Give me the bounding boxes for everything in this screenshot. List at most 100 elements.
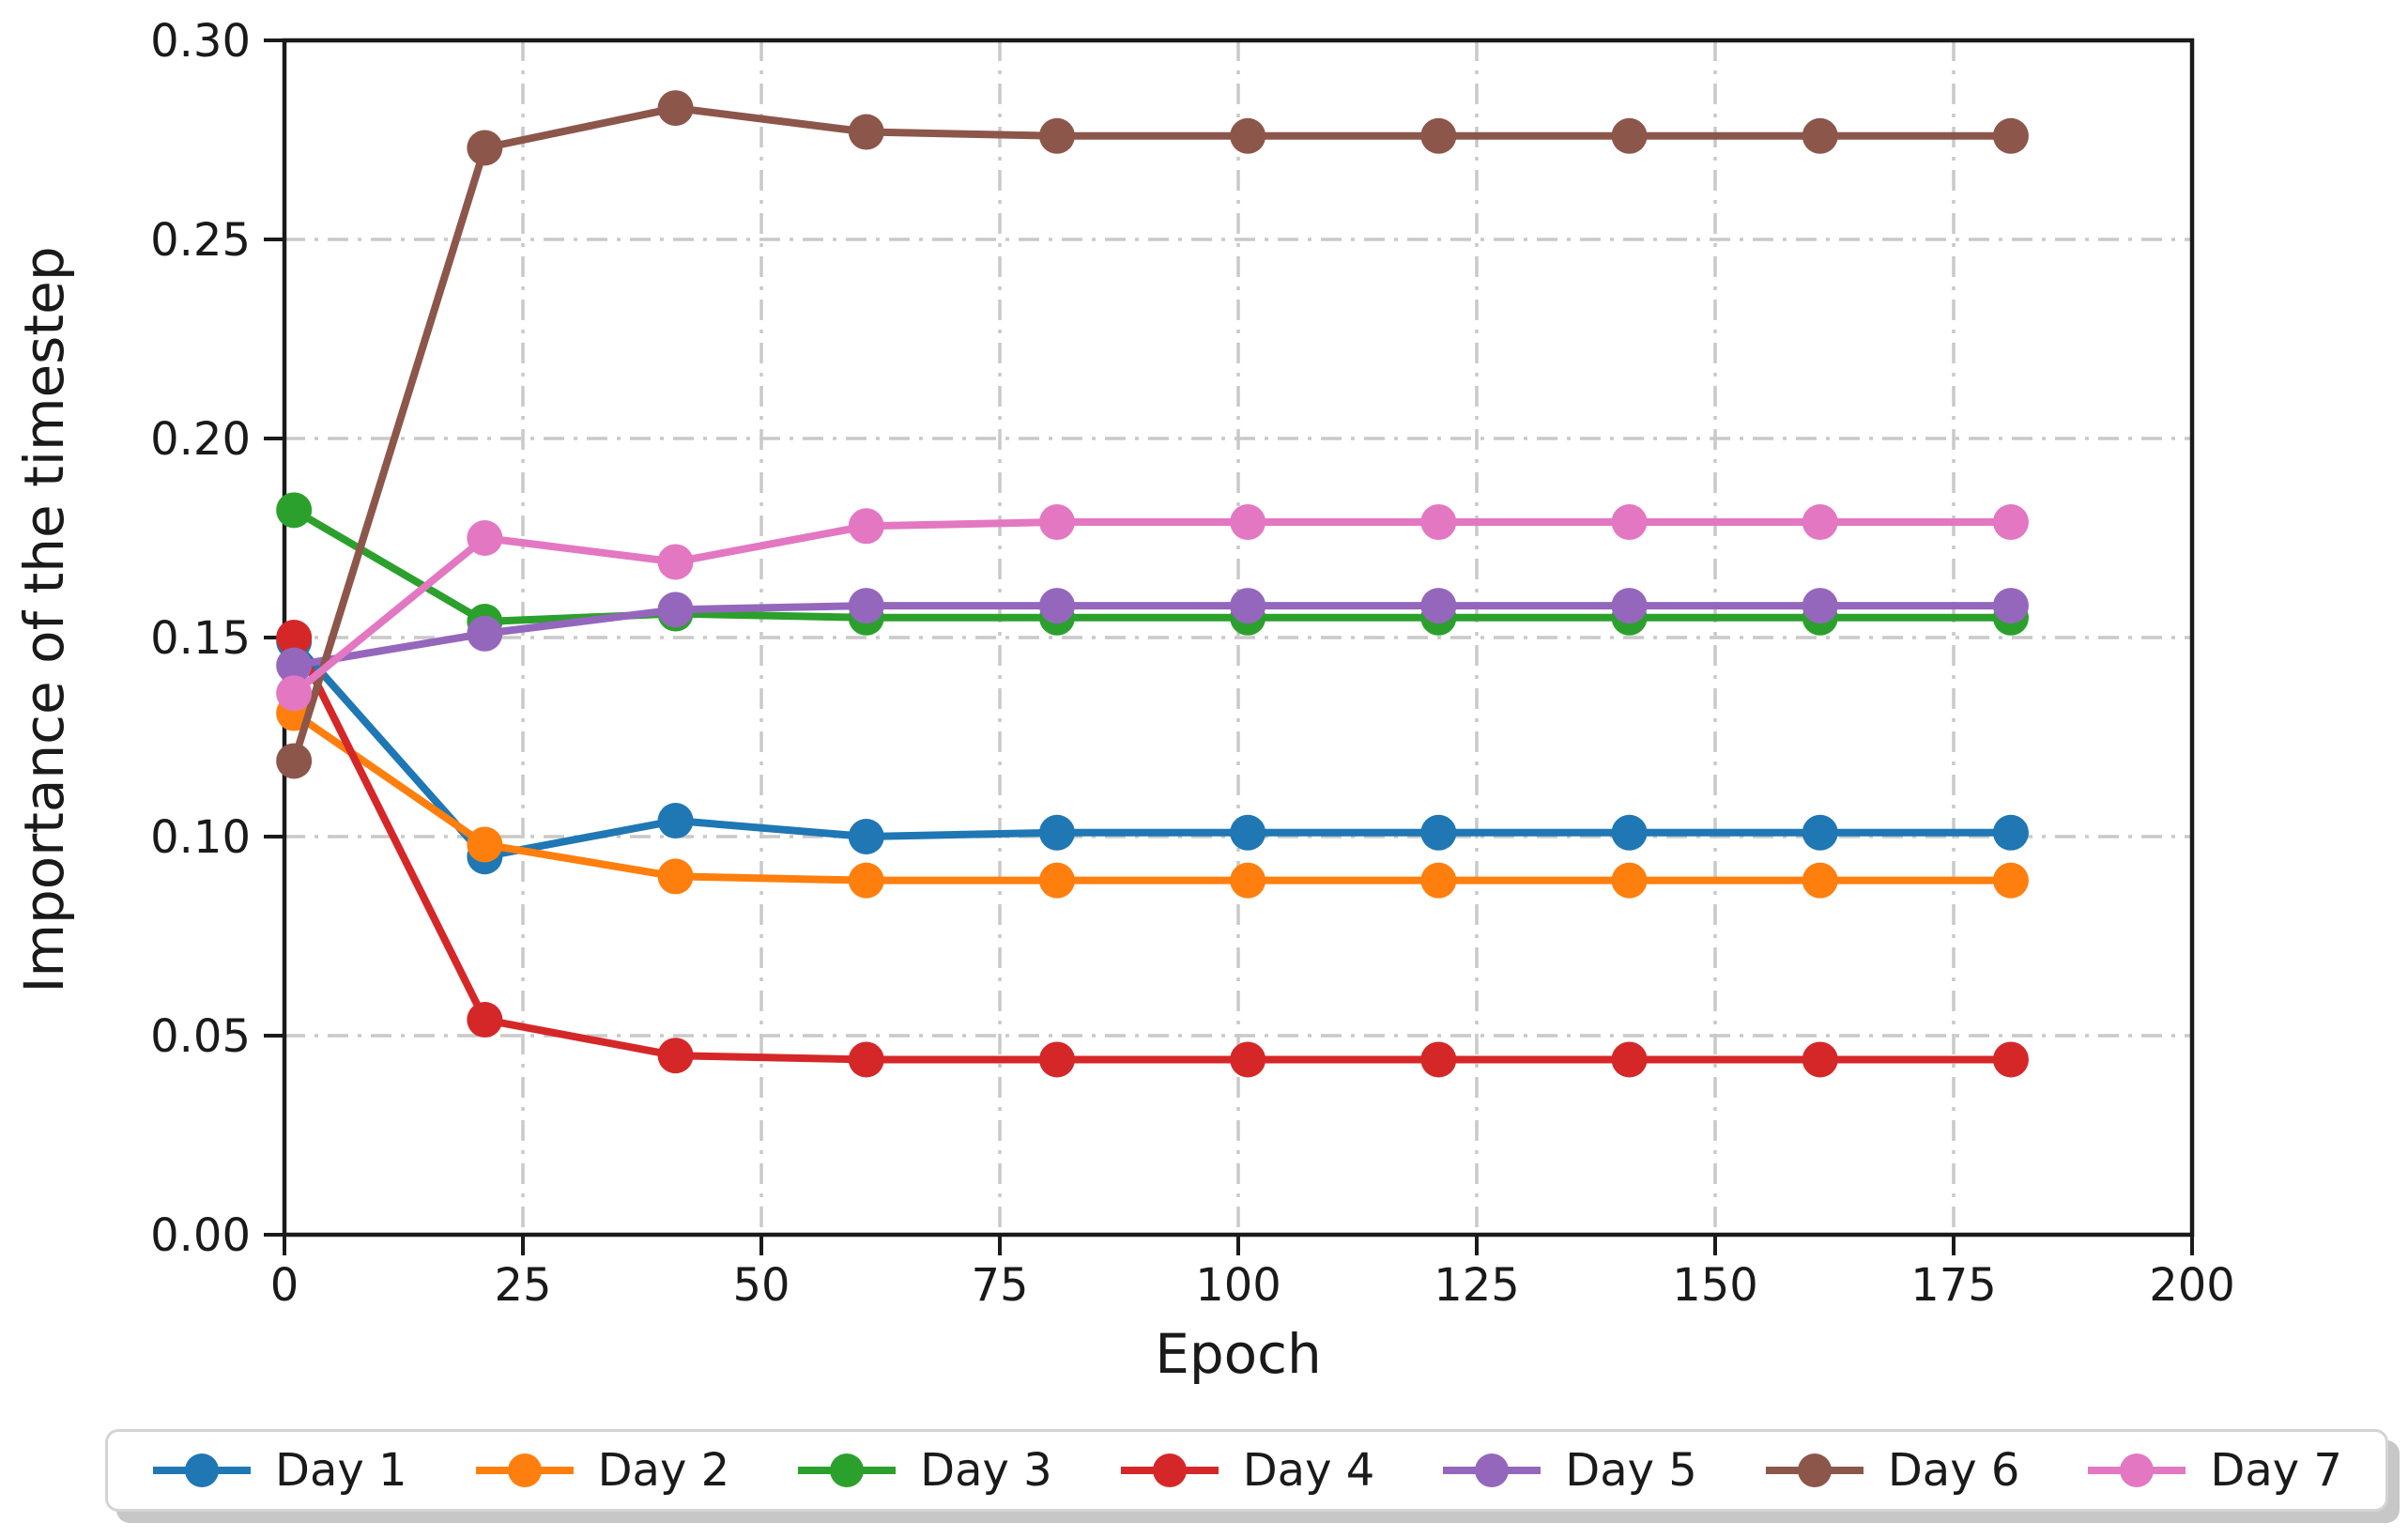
x-tick-label: 125 bbox=[1434, 1259, 1520, 1312]
series-marker-day-7 bbox=[1230, 504, 1266, 541]
legend-label: Day 7 bbox=[2210, 1444, 2342, 1497]
x-tick-label: 100 bbox=[1195, 1259, 1281, 1312]
series-marker-day-7 bbox=[467, 520, 503, 556]
series-marker-day-5 bbox=[1420, 588, 1457, 624]
series-marker-day-3 bbox=[276, 492, 313, 529]
series-marker-day-7 bbox=[276, 675, 313, 712]
series-marker-day-4 bbox=[276, 620, 313, 655]
x-tick-label: 50 bbox=[732, 1259, 790, 1312]
series-marker-day-5 bbox=[657, 592, 694, 628]
series-marker-day-7 bbox=[657, 544, 694, 580]
y-tick-label: 0.20 bbox=[150, 413, 251, 466]
series-marker-day-4 bbox=[467, 1002, 503, 1038]
series-marker-day-7 bbox=[1611, 504, 1648, 541]
series-marker-day-5 bbox=[1611, 588, 1648, 624]
y-tick-label: 0.00 bbox=[150, 1209, 251, 1262]
series-marker-day-7 bbox=[1038, 504, 1075, 541]
series-marker-day-1 bbox=[1230, 814, 1266, 851]
y-tick-label: 0.15 bbox=[150, 612, 251, 665]
legend-marker-icon bbox=[2088, 1453, 2186, 1487]
series-marker-day-2 bbox=[1992, 862, 2029, 899]
series-marker-day-2 bbox=[1038, 862, 1075, 899]
series-marker-day-6 bbox=[1230, 117, 1266, 154]
series-marker-day-1 bbox=[1420, 814, 1457, 851]
series-marker-day-2 bbox=[1230, 862, 1266, 899]
legend-item-day-6: Day 6 bbox=[1764, 1444, 2019, 1497]
legend-marker-icon bbox=[1765, 1453, 1864, 1487]
series-line-day-1 bbox=[291, 638, 2011, 861]
series-marker-day-5 bbox=[1230, 588, 1266, 624]
series-marker-day-4 bbox=[848, 1041, 884, 1078]
series-marker-day-2 bbox=[848, 862, 884, 899]
series-marker-day-6 bbox=[1038, 117, 1075, 154]
x-tick-label: 25 bbox=[494, 1259, 551, 1312]
series-marker-day-1 bbox=[1611, 814, 1648, 851]
series-marker-day-6 bbox=[276, 743, 313, 779]
series-marker-day-1 bbox=[1038, 814, 1075, 851]
series-marker-day-7 bbox=[1420, 504, 1457, 541]
series-marker-day-2 bbox=[1420, 862, 1457, 899]
series-marker-day-5 bbox=[1038, 588, 1075, 624]
legend-marker-icon bbox=[798, 1453, 897, 1487]
series-marker-day-6 bbox=[1611, 117, 1648, 154]
series-marker-day-4 bbox=[1230, 1041, 1266, 1078]
series-marker-day-5 bbox=[467, 615, 503, 652]
series-marker-day-4 bbox=[1420, 1041, 1457, 1078]
series-marker-day-7 bbox=[848, 508, 884, 545]
series-marker-day-6 bbox=[1802, 117, 1838, 154]
series-marker-day-6 bbox=[848, 114, 884, 150]
legend-label: Day 1 bbox=[275, 1444, 407, 1497]
y-tick-label: 0.10 bbox=[150, 811, 251, 864]
legend-marker-icon bbox=[153, 1453, 251, 1487]
series-line-day-3 bbox=[292, 506, 2011, 626]
series-marker-day-6 bbox=[1420, 117, 1457, 154]
series-marker-day-2 bbox=[1611, 862, 1648, 899]
series-marker-day-5 bbox=[1802, 588, 1838, 624]
legend-marker-icon bbox=[475, 1453, 574, 1487]
series-line-day-6 bbox=[290, 104, 2011, 762]
series-marker-day-2 bbox=[1802, 862, 1838, 899]
legend-item-day-4: Day 4 bbox=[1119, 1444, 1375, 1497]
series-marker-day-7 bbox=[1992, 504, 2029, 541]
y-tick-label: 0.30 bbox=[150, 15, 251, 68]
series-line-day-5 bbox=[293, 602, 2011, 669]
series-marker-day-1 bbox=[848, 819, 884, 854]
series-marker-day-4 bbox=[1611, 1041, 1648, 1078]
series-marker-day-4 bbox=[1802, 1041, 1838, 1078]
series-marker-day-5 bbox=[1992, 588, 2029, 624]
legend-item-day-1: Day 1 bbox=[151, 1444, 407, 1497]
series-marker-day-5 bbox=[276, 647, 313, 684]
x-axis-label: Epoch bbox=[1155, 1322, 1322, 1386]
y-tick-label: 0.05 bbox=[150, 1010, 251, 1063]
series-marker-day-4 bbox=[1038, 1041, 1075, 1078]
legend-item-day-3: Day 3 bbox=[796, 1444, 1052, 1497]
series-marker-day-1 bbox=[1992, 814, 2029, 851]
series-marker-day-5 bbox=[848, 588, 884, 624]
legend-label: Day 2 bbox=[597, 1444, 730, 1497]
series-marker-day-1 bbox=[1802, 814, 1838, 851]
series-marker-day-2 bbox=[657, 858, 694, 895]
legend-marker-icon bbox=[1443, 1453, 1541, 1487]
series-line-day-4 bbox=[290, 636, 2011, 1064]
series-line-day-7 bbox=[291, 518, 2011, 697]
series-marker-day-6 bbox=[1992, 117, 2029, 154]
y-axis-label: Importance of the timestep bbox=[12, 246, 76, 993]
series-marker-day-4 bbox=[657, 1038, 694, 1074]
series-marker-day-6 bbox=[467, 130, 503, 166]
legend-label: Day 4 bbox=[1242, 1444, 1375, 1497]
legend-item-day-5: Day 5 bbox=[1441, 1444, 1697, 1497]
x-tick-label: 75 bbox=[971, 1259, 1028, 1312]
series-line-day-2 bbox=[291, 710, 2011, 884]
x-tick-label: 0 bbox=[270, 1259, 299, 1312]
legend-label: Day 5 bbox=[1565, 1444, 1697, 1497]
legend: Day 1 Day 2 Day 3 Day 4 Day 5 Day 6 Day 7 bbox=[105, 1429, 2388, 1512]
series-marker-day-1 bbox=[657, 803, 694, 839]
x-tick-label: 150 bbox=[1672, 1259, 1758, 1312]
series-marker-day-7 bbox=[1802, 504, 1838, 541]
legend-marker-icon bbox=[1120, 1453, 1219, 1487]
y-tick-label: 0.25 bbox=[150, 214, 251, 267]
x-tick-label: 175 bbox=[1910, 1259, 1997, 1312]
legend-item-day-2: Day 2 bbox=[474, 1444, 730, 1497]
series-marker-day-2 bbox=[467, 826, 503, 863]
